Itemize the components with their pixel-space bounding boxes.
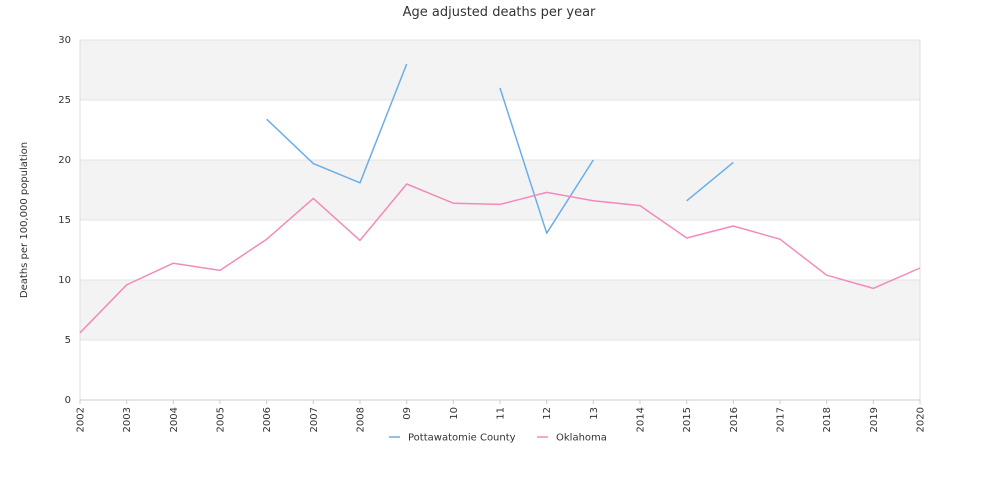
y-tick-label: 5: [65, 335, 71, 346]
y-tick-label: 10: [58, 275, 71, 286]
x-tick-label: 2004: [169, 407, 180, 432]
x-tick-label: 2005: [216, 407, 227, 432]
legend-label: Oklahoma: [556, 433, 607, 444]
series-line-segment: [686, 161, 734, 202]
series-lines: [79, 63, 921, 334]
x-tick-label: 2016: [729, 407, 740, 432]
grid-band: [80, 340, 920, 400]
legend-label: Pottawatomie County: [408, 433, 516, 444]
y-axis-label: Deaths per 100,000 population: [19, 142, 30, 298]
y-tick-label: 30: [58, 35, 71, 46]
grid-bands: [80, 40, 920, 400]
y-tick-label: 0: [65, 395, 71, 406]
series-line-segment: [266, 63, 408, 184]
x-tick-label: 13: [589, 407, 600, 420]
legend: Pottawatomie County Oklahoma: [389, 433, 607, 444]
legend-item: Pottawatomie County: [389, 433, 516, 444]
x-tick-label: 09: [402, 407, 413, 420]
x-tick-label: 2008: [356, 407, 367, 432]
x-tick-label: 2017: [776, 407, 787, 432]
x-tick-label: 2019: [869, 407, 880, 432]
grid-band: [80, 100, 920, 160]
series-line-segment: [79, 183, 921, 334]
series-line-segment: [499, 87, 594, 234]
x-tick-label: 2018: [822, 407, 833, 432]
x-tick-label: 10: [449, 407, 460, 420]
x-tick-label: 2002: [76, 407, 87, 432]
x-tick-label: 2020: [916, 407, 927, 432]
x-tick-label: 2014: [636, 407, 647, 432]
grid-band: [80, 40, 920, 100]
y-tick-label: 20: [58, 155, 71, 166]
grid-band: [80, 280, 920, 340]
series-pottawatomie-county: [266, 63, 734, 234]
series-oklahoma: [79, 183, 921, 334]
y-tick-label: 25: [58, 95, 71, 106]
x-axis-ticks: 2002 2003 2004 2005 2006 2007 2008 09 10 11 12 13 20…: [76, 400, 927, 432]
grid-band: [80, 160, 920, 220]
legend-item: Oklahoma: [537, 433, 607, 444]
x-tick-label: 11: [496, 407, 507, 420]
y-tick-label: 15: [58, 215, 71, 226]
x-tick-label: 2015: [682, 407, 693, 432]
x-tick-label: 12: [542, 407, 553, 420]
x-tick-label: 2006: [262, 407, 273, 432]
y-axis-ticks: 0 5 10 15 20 25 30: [58, 35, 71, 406]
chart-title: Age adjusted deaths per year: [403, 5, 596, 20]
x-tick-label: 2003: [122, 407, 133, 432]
x-tick-label: 2007: [309, 407, 320, 432]
